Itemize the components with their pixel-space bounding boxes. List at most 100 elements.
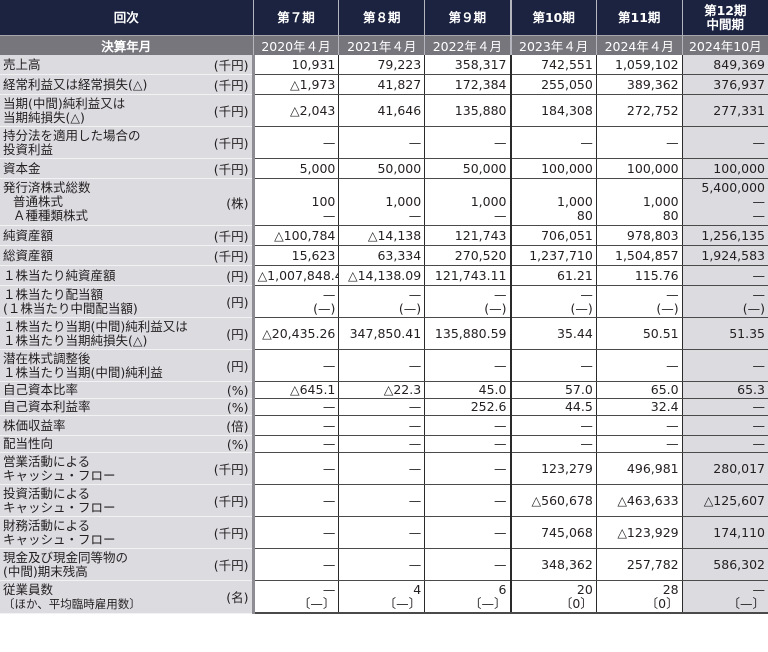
row-label-line: 経常利益又は経常損失(△) xyxy=(3,76,148,92)
fiscal-date-10: 2023年４月 xyxy=(509,35,597,55)
cell-value: 121,743 xyxy=(454,227,507,243)
cell-period-10: — xyxy=(509,126,597,159)
cell-period-10: △560,678 xyxy=(509,484,597,517)
cell-value: — xyxy=(408,357,422,373)
cell-period-9: 50,000 xyxy=(424,158,511,179)
cell-period-12: 280,017 xyxy=(681,452,768,485)
cell-value: — xyxy=(408,460,422,476)
table-row-net-income: 当期(中間)純利益又は 当期純損失(△) (千円) △2,043 41,646 135,8… xyxy=(0,94,768,127)
cell-period-8: — xyxy=(338,126,425,159)
cell-value: — xyxy=(752,581,766,597)
cell-period-10: — (—) xyxy=(509,285,597,318)
row-label-line: 普通株式 xyxy=(13,194,64,209)
row-label-line: 投資活動による xyxy=(3,485,91,501)
cell-value xyxy=(600,181,679,195)
cell-period-10: 742,551 xyxy=(509,55,597,75)
cell-period-10: 255,050 xyxy=(509,74,597,95)
cell-value: 347,850.41 xyxy=(349,325,422,341)
row-unit: (%) xyxy=(208,435,255,453)
row-label: 配当性向 xyxy=(0,435,209,453)
period-header-7: 第７期 xyxy=(252,0,339,36)
cell-value: 〔—〕 xyxy=(297,595,336,611)
row-label: 投資活動による キャッシュ・フロー xyxy=(0,484,209,517)
financial-summary-table: 回次 第７期 第８期 第９期 第10期 第11期 第12期 中間期 決算年月 20… xyxy=(0,0,768,614)
cell-period-11: 65.0 xyxy=(595,381,683,399)
table-row-employees: 従業員数 〔ほか、平均臨時雇用数〕 (名) — 〔—〕 4 〔—〕 6 〔—〕 20 〔0〕 28 〔0… xyxy=(0,580,768,614)
row-label-line: 当期純損失(△) xyxy=(3,109,85,125)
table-row-eps: １株当たり当期(中間)純利益又は １株当たり当期純損失(△) (円) △20,435.… xyxy=(0,317,768,350)
cell-value: — xyxy=(580,286,593,302)
row-unit: (千円) xyxy=(208,225,255,246)
row-label: 売上高 xyxy=(0,55,209,75)
cell-value: — xyxy=(408,399,422,414)
cell-period-7: △1,973 xyxy=(252,74,339,95)
cell-value: — xyxy=(666,436,679,451)
cell-period-12: — xyxy=(681,349,768,382)
cell-period-12: — xyxy=(681,126,768,159)
cell-value: 51.35 xyxy=(729,325,765,341)
cell-value: 978,803 xyxy=(626,227,679,243)
cell-value xyxy=(342,181,421,195)
cell-period-12: 1,256,135 xyxy=(681,225,768,246)
cell-period-8: △14,138.09 xyxy=(338,265,425,286)
cell-period-8: 63,334 xyxy=(338,245,425,266)
table-row-financing-cf: 財務活動による キャッシュ・フロー (千円) — — —745,068 △123,929 17… xyxy=(0,516,768,549)
cell-value: — xyxy=(322,460,336,476)
cell-period-12: 376,937 xyxy=(681,74,768,95)
cell-value: 〔0〕 xyxy=(645,595,679,611)
cell-period-12: 277,331 xyxy=(681,94,768,127)
cell-period-8: 79,223 xyxy=(338,55,425,75)
cell-value: — xyxy=(408,524,422,540)
table-row-roe: 自己資本利益率 (%) — — 252.6 44.5 32.4 — xyxy=(0,398,768,416)
cell-value: — xyxy=(752,399,766,414)
cell-value: — xyxy=(322,524,336,540)
cell-period-8: — xyxy=(338,435,425,453)
cell-period-11: 272,752 xyxy=(595,94,683,127)
cell-period-12: — 〔—〕 xyxy=(681,580,768,614)
cell-value: 65.3 xyxy=(737,382,765,397)
row-unit: (%) xyxy=(208,398,255,416)
table-row-net-assets: 純資産額 (千円) △100,784 △14,138 121,743 706,051 978… xyxy=(0,225,768,246)
table-row-net-sales: 売上高 (千円) 10,931 79,223 358,317 742,551 1,059,1… xyxy=(0,55,768,75)
cell-value: — xyxy=(322,417,336,433)
cell-value: 57.0 xyxy=(564,382,593,397)
row-label: 財務活動による キャッシュ・フロー xyxy=(0,516,209,549)
cell-value: — xyxy=(322,436,336,451)
cell-value: 4 xyxy=(413,581,422,597)
period-header-row: 回次 第７期 第８期 第９期 第10期 第11期 第12期 中間期 xyxy=(0,0,768,36)
cell-value: 15,623 xyxy=(291,247,336,263)
table-row-equity-ratio: 自己資本比率 (%) △645.1 △22.3 45.0 57.0 65.0 65.3 xyxy=(0,381,768,399)
cell-period-10: — xyxy=(509,349,597,382)
cell-period-7: △100,784 xyxy=(252,225,339,246)
cell-period-10: 61.21 xyxy=(509,265,597,286)
cell-value: — xyxy=(666,286,679,302)
cell-period-12: △125,607 xyxy=(681,484,768,517)
table-row-payout-ratio: 配当性向 (%) — — — — — — xyxy=(0,435,768,453)
cell-value: △125,607 xyxy=(703,492,765,508)
row-label-line: Ａ種種類株式 xyxy=(13,208,89,223)
cell-period-7: — xyxy=(252,452,339,485)
cell-value: 100 xyxy=(311,194,336,209)
cell-value: 65.0 xyxy=(650,382,679,397)
cell-period-11: △463,633 xyxy=(595,484,683,517)
row-label: 株価収益率 xyxy=(0,415,209,436)
row-label-line: (１株当たり中間配当額) xyxy=(3,300,138,316)
cell-value: — xyxy=(322,286,336,302)
cell-period-12: — (—) xyxy=(681,285,768,318)
cell-period-12: 1,924,583 xyxy=(681,245,768,266)
cell-period-11: 257,782 xyxy=(595,548,683,581)
cell-period-10: 1,237,710 xyxy=(509,245,597,266)
row-label: 純資産額 xyxy=(0,225,209,246)
cell-value: 742,551 xyxy=(541,56,593,72)
cell-period-10: 348,362 xyxy=(509,548,597,581)
cell-value: — xyxy=(322,556,336,572)
row-label-line: 売上高 xyxy=(3,56,41,72)
cell-period-10: 745,068 xyxy=(509,516,597,549)
cell-value: 63,334 xyxy=(377,247,422,263)
cell-period-9: 252.6 xyxy=(424,398,511,416)
cell-period-7: — xyxy=(252,349,339,382)
cell-period-9: 172,384 xyxy=(424,74,511,95)
row-label-line: キャッシュ・フロー xyxy=(3,531,116,547)
cell-value: 44.5 xyxy=(564,399,593,414)
cell-period-12: 100,000 xyxy=(681,158,768,179)
